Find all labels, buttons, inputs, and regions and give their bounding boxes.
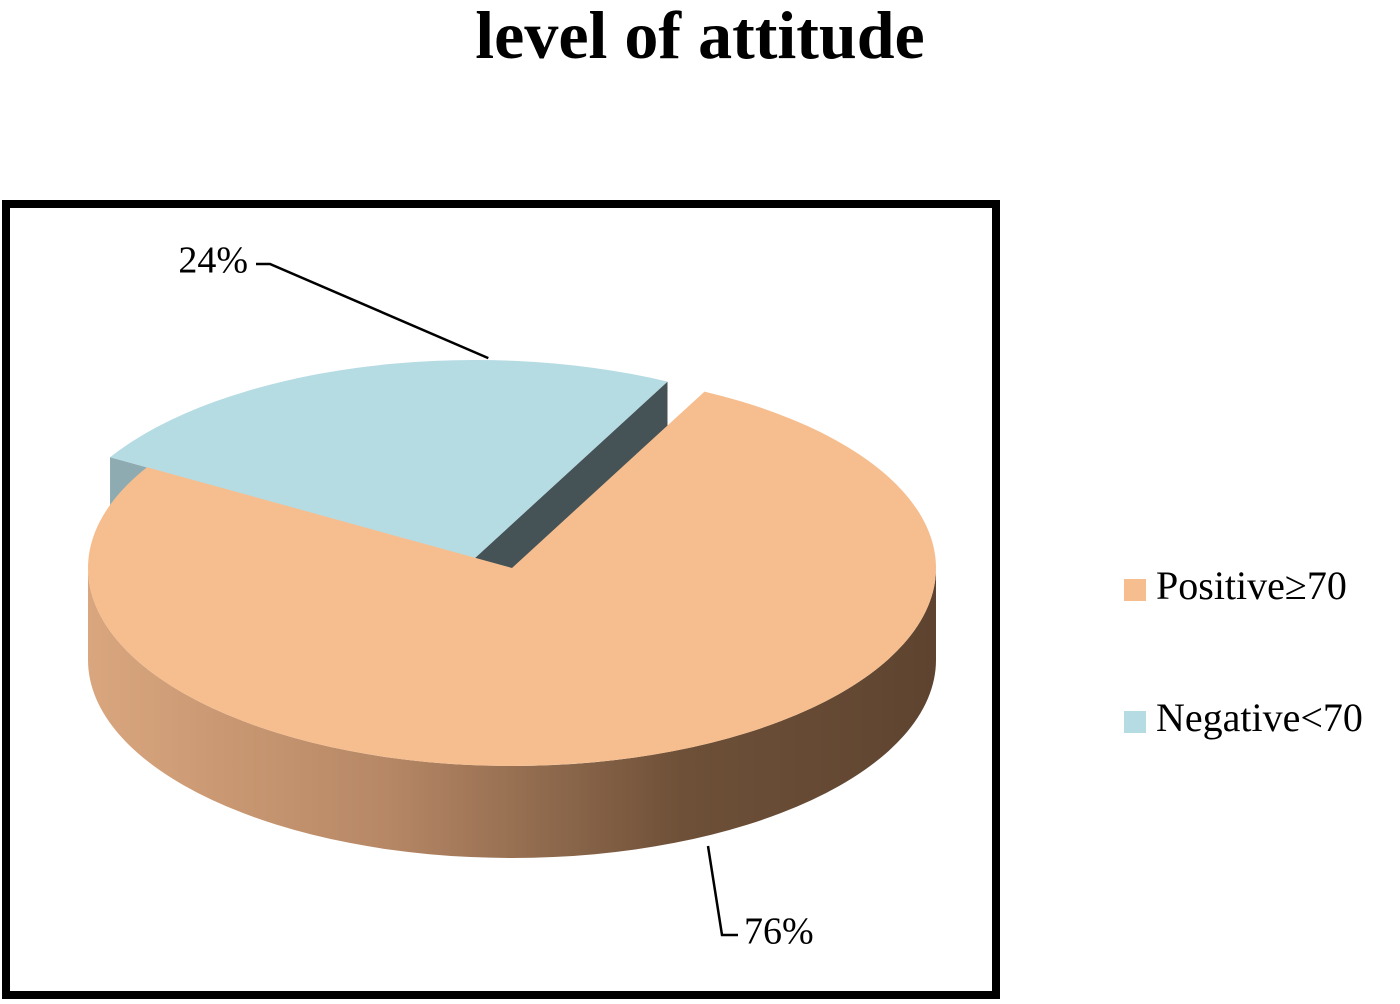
leader-lines xyxy=(256,262,738,937)
data-label-positive: 76% xyxy=(744,911,814,953)
leader-line-negative xyxy=(256,262,489,360)
chart-title: level of attitude xyxy=(475,0,925,73)
legend-item-positive: Positive≥70 xyxy=(1124,563,1347,608)
data-label-negative: 24% xyxy=(178,240,248,282)
slice-top-positive xyxy=(87,391,936,766)
data-labels: 76% 24% xyxy=(178,240,813,953)
legend: Positive≥70 Negative<70 xyxy=(1124,563,1363,740)
legend-label-positive: Positive≥70 xyxy=(1156,563,1347,608)
legend-swatch-positive xyxy=(1124,579,1146,601)
legend-item-negative: Negative<70 xyxy=(1124,695,1363,740)
legend-label-negative: Negative<70 xyxy=(1156,695,1363,740)
plot-area-border xyxy=(2,200,1000,999)
leader-line-positive xyxy=(706,845,738,937)
pie-slices xyxy=(87,360,936,858)
legend-swatch-negative xyxy=(1124,711,1146,733)
slice-rim xyxy=(88,568,936,858)
slice-positive xyxy=(87,391,936,858)
slice-top-negative xyxy=(110,360,668,558)
